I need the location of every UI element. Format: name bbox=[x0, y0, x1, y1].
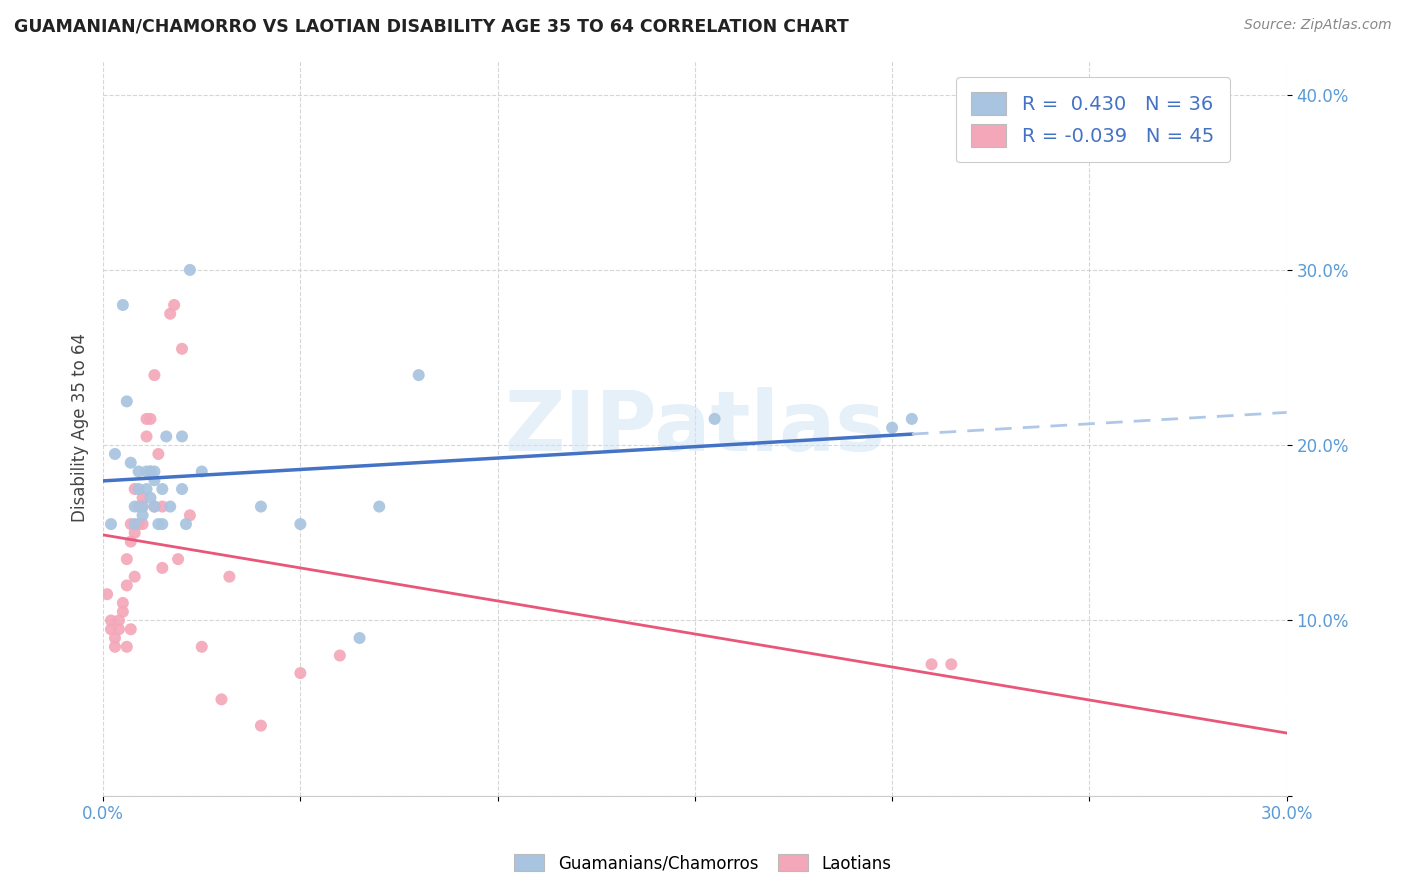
Point bbox=[131, 500, 153, 514]
Point bbox=[150, 482, 173, 496]
Point bbox=[159, 307, 181, 321]
Point bbox=[128, 500, 150, 514]
Point bbox=[921, 657, 943, 672]
Point bbox=[135, 482, 157, 496]
Point bbox=[901, 412, 924, 426]
Point bbox=[170, 429, 193, 443]
Point bbox=[128, 517, 150, 532]
Point bbox=[124, 482, 146, 496]
Text: ZIPatlas: ZIPatlas bbox=[505, 387, 886, 468]
Point bbox=[100, 622, 122, 636]
Point bbox=[408, 368, 430, 383]
Point bbox=[139, 465, 162, 479]
Point bbox=[128, 482, 150, 496]
Point bbox=[115, 578, 138, 592]
Point bbox=[159, 500, 181, 514]
Point bbox=[218, 569, 240, 583]
Point bbox=[250, 500, 273, 514]
Text: Source: ZipAtlas.com: Source: ZipAtlas.com bbox=[1244, 18, 1392, 32]
Point bbox=[131, 491, 153, 505]
Point bbox=[124, 500, 146, 514]
Point bbox=[135, 412, 157, 426]
Point bbox=[290, 517, 312, 532]
Point bbox=[155, 429, 177, 443]
Point bbox=[100, 517, 122, 532]
Point bbox=[150, 561, 173, 575]
Point bbox=[111, 605, 134, 619]
Point bbox=[131, 508, 153, 523]
Point bbox=[96, 587, 118, 601]
Point bbox=[115, 394, 138, 409]
Point bbox=[349, 631, 371, 645]
Point bbox=[179, 263, 201, 277]
Point bbox=[104, 640, 127, 654]
Point bbox=[139, 491, 162, 505]
Point bbox=[131, 500, 153, 514]
Text: GUAMANIAN/CHAMORRO VS LAOTIAN DISABILITY AGE 35 TO 64 CORRELATION CHART: GUAMANIAN/CHAMORRO VS LAOTIAN DISABILITY… bbox=[14, 18, 849, 36]
Point bbox=[124, 569, 146, 583]
Point bbox=[250, 719, 273, 733]
Point bbox=[135, 465, 157, 479]
Point bbox=[111, 298, 134, 312]
Point bbox=[108, 622, 131, 636]
Point bbox=[167, 552, 190, 566]
Point bbox=[190, 465, 212, 479]
Point bbox=[143, 500, 166, 514]
Point bbox=[124, 525, 146, 540]
Point bbox=[104, 447, 127, 461]
Point bbox=[703, 412, 725, 426]
Point bbox=[120, 456, 142, 470]
Point bbox=[150, 517, 173, 532]
Point bbox=[111, 596, 134, 610]
Point bbox=[179, 508, 201, 523]
Point bbox=[135, 429, 157, 443]
Y-axis label: Disability Age 35 to 64: Disability Age 35 to 64 bbox=[72, 334, 89, 522]
Point bbox=[290, 666, 312, 681]
Legend: Guamanians/Chamorros, Laotians: Guamanians/Chamorros, Laotians bbox=[508, 847, 898, 880]
Point bbox=[163, 298, 186, 312]
Point bbox=[128, 465, 150, 479]
Point bbox=[211, 692, 233, 706]
Point bbox=[115, 552, 138, 566]
Point bbox=[941, 657, 963, 672]
Point bbox=[120, 517, 142, 532]
Point bbox=[150, 500, 173, 514]
Point bbox=[143, 368, 166, 383]
Point bbox=[329, 648, 352, 663]
Point bbox=[143, 465, 166, 479]
Point bbox=[148, 447, 170, 461]
Point bbox=[120, 622, 142, 636]
Point bbox=[108, 614, 131, 628]
Point bbox=[100, 614, 122, 628]
Point bbox=[143, 473, 166, 487]
Point bbox=[124, 517, 146, 532]
Point bbox=[882, 420, 904, 434]
Point bbox=[368, 500, 391, 514]
Point bbox=[139, 412, 162, 426]
Point bbox=[131, 517, 153, 532]
Point bbox=[115, 640, 138, 654]
Point bbox=[143, 500, 166, 514]
Point bbox=[170, 342, 193, 356]
Point bbox=[148, 517, 170, 532]
Point bbox=[120, 534, 142, 549]
Point bbox=[174, 517, 197, 532]
Point bbox=[104, 631, 127, 645]
Legend: R =  0.430   N = 36, R = -0.039   N = 45: R = 0.430 N = 36, R = -0.039 N = 45 bbox=[956, 77, 1229, 162]
Point bbox=[190, 640, 212, 654]
Point bbox=[139, 465, 162, 479]
Point bbox=[170, 482, 193, 496]
